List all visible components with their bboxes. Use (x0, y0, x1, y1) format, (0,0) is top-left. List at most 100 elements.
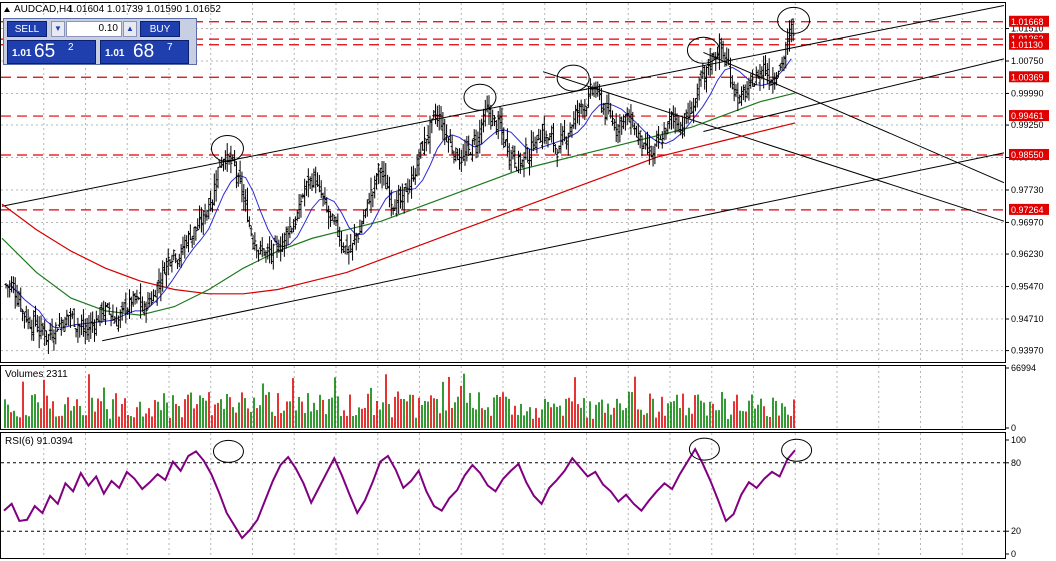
lot-increase-button[interactable]: ▲ (123, 21, 137, 37)
ohlc-bar (627, 109, 631, 123)
ohlc-bar (699, 70, 703, 87)
ohlc-bar (258, 240, 262, 255)
ohlc-bar (142, 301, 146, 316)
trend-line[interactable] (542, 71, 1005, 222)
ohlc-bar (87, 315, 91, 342)
ohlc-bar (629, 104, 633, 135)
ohlc-bar (684, 109, 688, 124)
ohlc-bar (144, 301, 148, 323)
ohlc-bar (122, 301, 126, 313)
ohlc-bar (673, 107, 677, 134)
ohlc-bar (358, 219, 362, 235)
circle-annotation[interactable] (686, 36, 720, 64)
ohlc-bar (644, 133, 648, 150)
level-tag-label: 1.01130 (1011, 40, 1043, 50)
buy-button[interactable]: BUY (140, 21, 180, 37)
ohlc-bar (456, 148, 460, 161)
ohlc-bar (738, 94, 742, 104)
ohlc-bar (24, 305, 28, 323)
ohlc-bar (563, 119, 567, 142)
lot-size-input[interactable]: 0.10 (66, 21, 122, 37)
trend-line[interactable] (102, 152, 1005, 342)
ohlc-bar (282, 232, 286, 257)
ohlc-bar (575, 100, 579, 124)
ohlc-bar (410, 166, 414, 199)
circle-annotation[interactable] (688, 437, 720, 461)
ohlc-bar (623, 114, 627, 131)
ohlc-bar (28, 316, 32, 329)
ohlc-bar (275, 235, 279, 258)
ohlc-bar (498, 106, 502, 130)
ohlc-bar (740, 86, 744, 106)
ohlc-bar (778, 63, 782, 71)
ohlc-bar (701, 62, 705, 79)
ohlc-bar (496, 111, 500, 140)
ohlc-bar (352, 223, 356, 246)
ohlc-bar (535, 134, 539, 154)
ohlc-bar (592, 82, 596, 98)
sell-button[interactable]: SELL (7, 21, 47, 37)
ohlc-bar (655, 130, 659, 147)
ohlc-bar (234, 161, 238, 189)
sell-price-button[interactable]: 1.01 65 2 (7, 40, 96, 64)
circle-annotation[interactable] (463, 83, 497, 111)
ohlc-bar (22, 312, 26, 329)
trend-channel-lines[interactable] (1, 4, 1005, 342)
ohlc-bar (135, 289, 139, 304)
symbol-triangle-icon[interactable] (4, 7, 10, 12)
ohlc-bar (646, 131, 650, 155)
level-tag-label: 0.98550 (1011, 150, 1044, 160)
circle-annotation[interactable] (777, 6, 811, 34)
ohlc-bar (747, 77, 751, 101)
ohlc-bar (705, 66, 709, 93)
ohlc-bar (56, 328, 60, 332)
ohlc-bar (338, 226, 342, 247)
trend-line[interactable] (1, 4, 1005, 207)
ohlc-bar (406, 178, 410, 203)
ohlc-bar (395, 191, 399, 217)
ohlc-bar (257, 249, 261, 262)
ohlc-bar (74, 328, 78, 338)
ohlc-bar (129, 296, 133, 314)
ohlc-bar (662, 122, 666, 141)
ohlc-bar (446, 137, 450, 153)
ohlc-bar (308, 176, 312, 190)
ohlc-bar (518, 152, 522, 174)
price-grid (1, 3, 1005, 362)
ohlc-bar (692, 97, 696, 124)
ohlc-bar (199, 207, 203, 233)
ohlc-bar (791, 18, 795, 42)
buy-price-button[interactable]: 1.01 68 7 (100, 40, 189, 64)
ohlc-bar (295, 210, 299, 222)
circle-annotation[interactable] (556, 64, 590, 92)
sell-price-big: 65 (34, 41, 56, 62)
circle-annotation[interactable] (212, 439, 244, 463)
ohlc-bar (481, 108, 485, 133)
ohlc-bar (137, 297, 141, 301)
level-tag-box (1009, 110, 1049, 122)
ohlc-bar (111, 304, 115, 321)
price-circle-annotations[interactable] (210, 6, 811, 163)
ohlc-bar (572, 111, 576, 129)
ohlc-bar (120, 301, 124, 321)
ohlc-bar (681, 117, 685, 139)
ohlc-bar (400, 183, 404, 210)
rsi-circle-annotations[interactable] (212, 437, 813, 463)
ohlc-bar (620, 116, 624, 135)
ohlc-bar (609, 102, 613, 119)
level-tag-label: 1.00369 (1011, 72, 1044, 82)
ohlc-bar (404, 182, 408, 193)
ohlc-bar (72, 308, 76, 328)
ohlc-bar (179, 244, 183, 268)
ohlc-bar (177, 253, 181, 268)
ohlc-bar (583, 99, 587, 121)
circle-annotation[interactable] (781, 438, 813, 462)
lot-decrease-button[interactable]: ▼ (51, 21, 65, 37)
circle-annotation[interactable] (210, 135, 244, 163)
ohlc-bar (336, 213, 340, 237)
ohlc-bar (175, 259, 179, 270)
trend-line[interactable] (703, 58, 1005, 132)
trend-line[interactable] (703, 51, 1005, 184)
ohlc-bar (225, 143, 229, 172)
